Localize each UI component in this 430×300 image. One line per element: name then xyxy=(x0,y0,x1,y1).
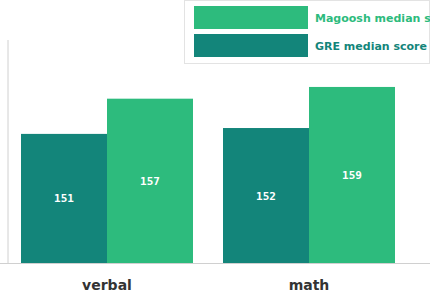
data-label: 157 xyxy=(140,175,160,188)
legend-label: GRE median score xyxy=(315,40,427,53)
category-label: verbal xyxy=(82,277,132,293)
data-label: 152 xyxy=(256,190,276,203)
chart: 151 157 152 159 verbal math Magoosh median sco… xyxy=(0,0,430,300)
category-label: math xyxy=(289,277,330,293)
y-axis-line xyxy=(8,40,9,263)
x-axis-line xyxy=(0,263,430,264)
legend-label: Magoosh median score xyxy=(315,12,430,25)
data-label: 151 xyxy=(54,192,74,205)
bar xyxy=(21,134,107,263)
bar xyxy=(107,99,193,263)
data-label: 159 xyxy=(342,169,362,182)
legend-swatch xyxy=(194,6,308,29)
bar xyxy=(309,87,395,263)
legend-box xyxy=(185,1,430,64)
bar xyxy=(223,128,309,263)
legend: Magoosh median score GRE median score xyxy=(185,1,430,64)
legend-swatch xyxy=(194,34,308,57)
data-labels: 151 157 152 159 xyxy=(54,169,362,205)
bars xyxy=(21,87,395,263)
